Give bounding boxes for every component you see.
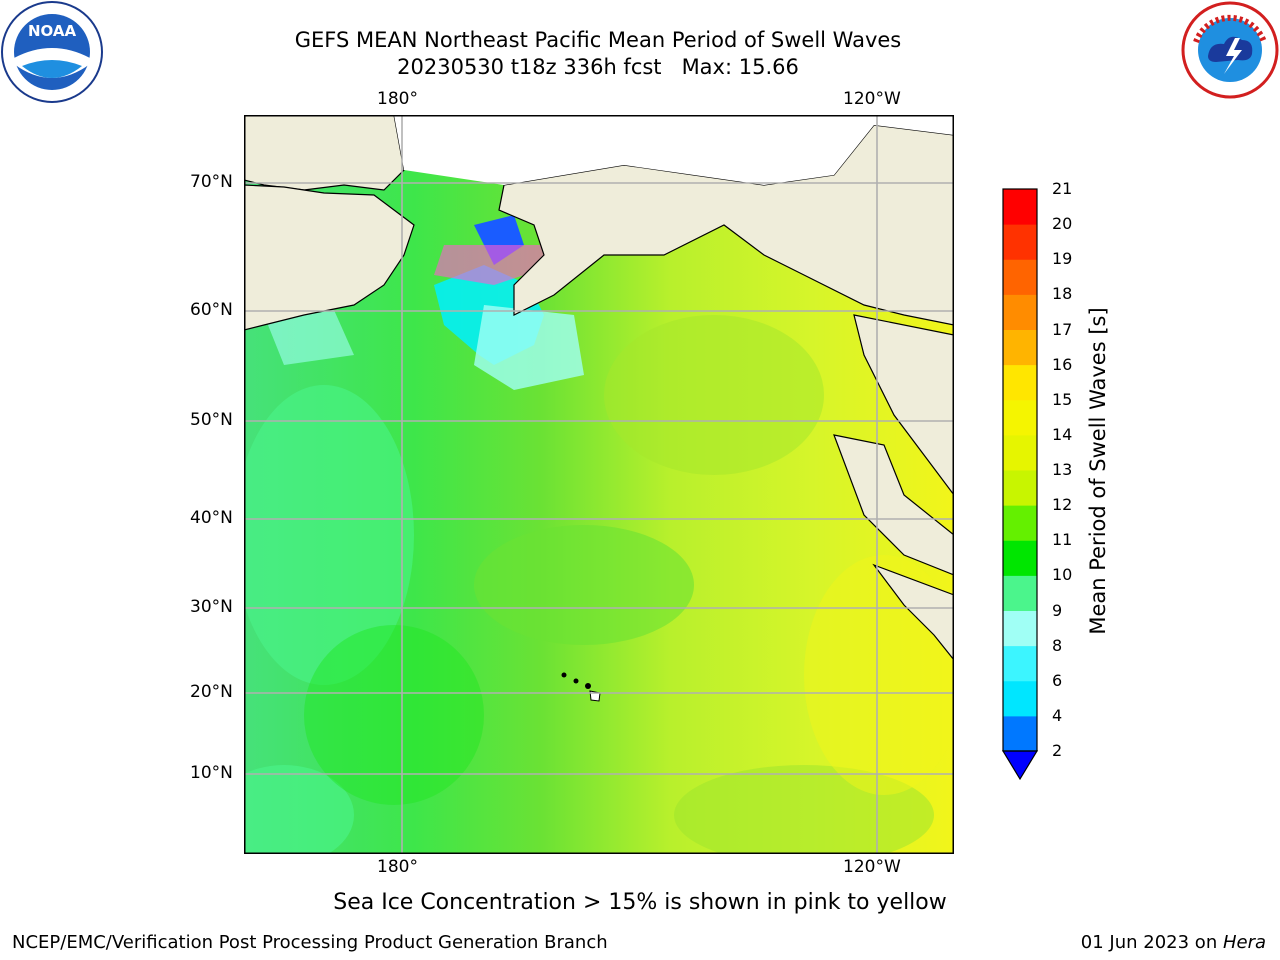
colorbar-band xyxy=(1003,224,1037,260)
lat-label-20n: 20°N xyxy=(190,682,233,702)
lon-label-bottom-180: 180° xyxy=(377,857,418,877)
colorbar-tick-label: 17 xyxy=(1052,319,1073,339)
colorbar-tick-label: 19 xyxy=(1052,249,1073,269)
colorbar-band xyxy=(1003,645,1037,682)
colorbar-band xyxy=(1003,505,1037,541)
colorbar-ticks: 2 4 6 8 9 10 11 12 13 14 15 16 17 18 19 20 21 xyxy=(1052,0,1092,960)
colorbar-band xyxy=(1003,715,1037,752)
colorbar-label: Mean Period of Swell Waves [s] xyxy=(1086,307,1110,635)
footer-date: 01 Jun 2023 on xyxy=(1080,932,1223,953)
colorbar-tick-label: 16 xyxy=(1052,354,1073,374)
lat-label-40n: 40°N xyxy=(190,508,233,528)
colorbar-band xyxy=(1003,364,1037,401)
land-mexico-coast xyxy=(872,563,954,661)
colorbar-tick-label: 9 xyxy=(1052,600,1063,620)
lon-label-bottom-120w: 120°W xyxy=(843,857,901,877)
colorbar-tick-label: 11 xyxy=(1052,530,1073,550)
lon-label-top-180: 180° xyxy=(377,89,418,109)
colorbar-band xyxy=(1003,259,1037,295)
map-caption: Sea Ice Concentration > 15% is shown in … xyxy=(333,890,947,915)
colorbar-band xyxy=(1003,329,1037,366)
footer-host: Hera xyxy=(1222,932,1266,953)
footer-branch: NCEP/EMC/Verification Post Processing Pr… xyxy=(12,932,608,953)
chart-title: GEFS MEAN Northeast Pacific Mean Period … xyxy=(294,28,902,52)
colorbar-band xyxy=(1003,575,1037,611)
noaa-logo: NOAA xyxy=(0,0,104,104)
colorbar-band xyxy=(1003,434,1037,471)
colorbar-outline xyxy=(1002,188,1038,752)
colorbar-tick-label: 12 xyxy=(1052,495,1073,515)
colorbar-tick-label: 21 xyxy=(1052,179,1073,198)
lat-label-10n: 10°N xyxy=(190,763,233,783)
map-panel xyxy=(244,115,954,854)
land-usa-coast xyxy=(833,434,954,576)
footer-date-host: 01 Jun 2023 on Hera xyxy=(1081,932,1266,953)
colorbar xyxy=(1000,186,1040,786)
land-alaska xyxy=(498,124,954,326)
colorbar-band xyxy=(1003,189,1037,225)
colorbar-band xyxy=(1003,680,1037,717)
colorbar-band xyxy=(1003,540,1037,576)
colorbar-tick-label: 2 xyxy=(1052,741,1063,760)
lat-label-30n: 30°N xyxy=(190,597,233,617)
colorbar-tick-label: 4 xyxy=(1052,705,1063,725)
colorbar-tick-label: 15 xyxy=(1052,389,1073,409)
colorbar-band xyxy=(1003,294,1037,330)
lon-label-top-120w: 120°W xyxy=(843,89,901,109)
colorbar-tick-label: 10 xyxy=(1052,565,1073,585)
colorbar-tick-label: 8 xyxy=(1052,635,1063,655)
land-siberia xyxy=(244,184,415,331)
lat-label-60n: 60°N xyxy=(190,300,233,320)
colorbar-band xyxy=(1003,399,1037,436)
colorbar-tick-label: 18 xyxy=(1052,284,1073,304)
colorbar-tick-label: 6 xyxy=(1052,670,1063,690)
colorbar-under-arrow xyxy=(1001,750,1039,781)
map-gridlines xyxy=(244,115,954,854)
lat-label-50n: 50°N xyxy=(190,410,233,430)
lat-label-70n: 70°N xyxy=(190,172,233,192)
colorbar-tick-label: 14 xyxy=(1052,424,1073,444)
colorbar-band xyxy=(1003,610,1037,647)
land-siberia-north xyxy=(244,115,405,191)
nws-logo xyxy=(1180,0,1280,100)
colorbar-tick-label: 20 xyxy=(1052,214,1073,234)
polar-blank xyxy=(244,115,954,185)
colorbar-tick-label: 13 xyxy=(1052,460,1073,479)
land-canada-coast xyxy=(853,314,954,496)
colorbar-band xyxy=(1003,470,1037,506)
noaa-logo-text: NOAA xyxy=(28,22,77,40)
chart-subtitle: 20230530 t18z 336h fcst Max: 15.66 xyxy=(397,55,799,79)
